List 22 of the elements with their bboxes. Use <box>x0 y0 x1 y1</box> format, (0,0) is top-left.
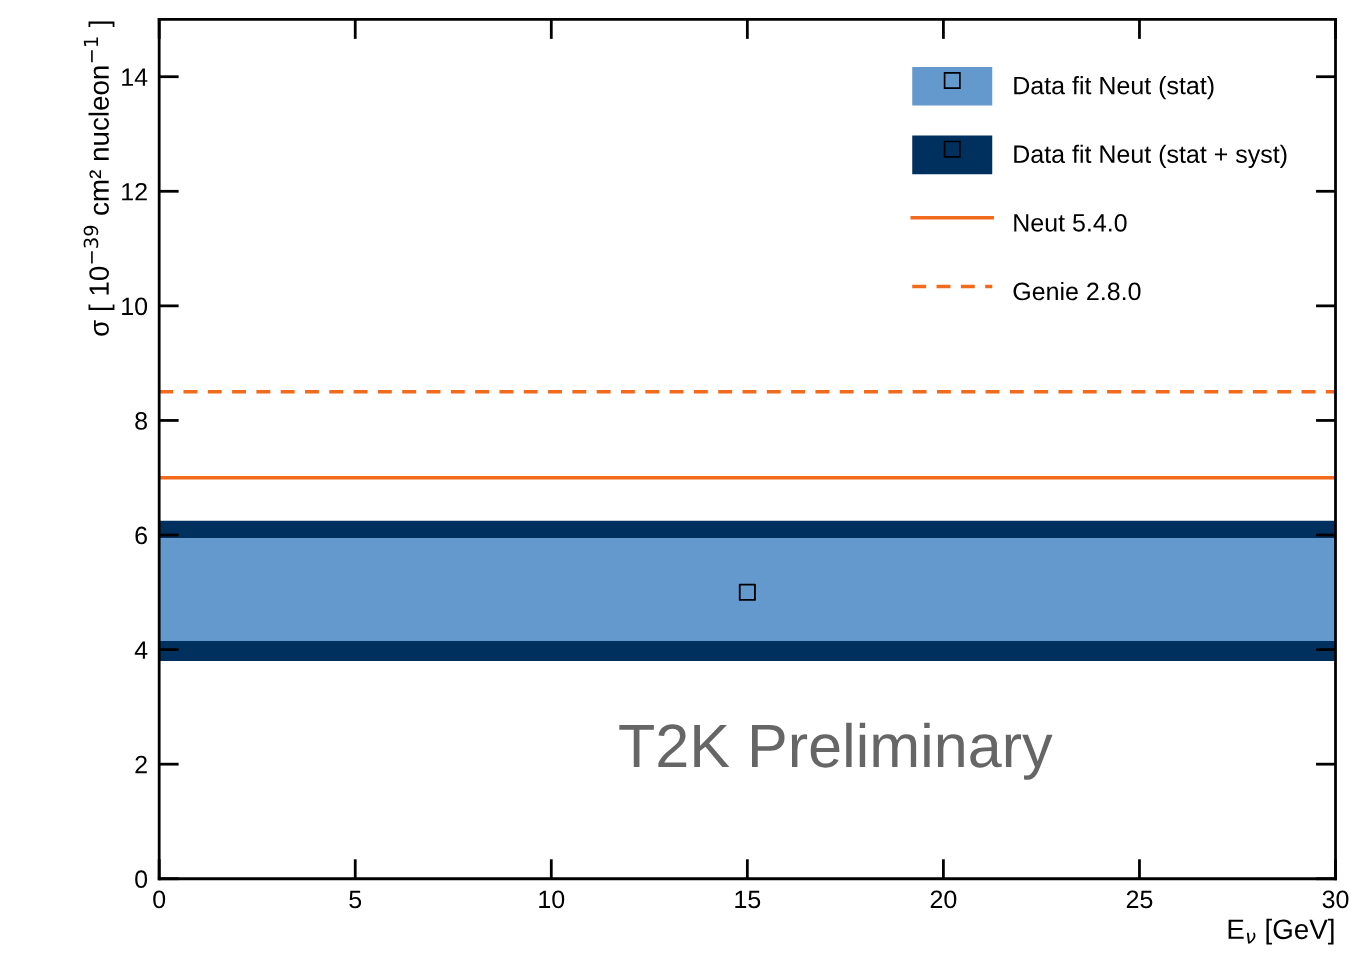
y-axis-title: σ [ 10$^{−39}$ cm² nucleon$^{−1}$ ] <box>83 21 115 336</box>
y-tick-label: 4 <box>134 641 148 659</box>
x-tick-label: 10 <box>539 890 565 909</box>
legend-label: Data fit Neut (stat) <box>1014 76 1214 100</box>
y-tick-label: 6 <box>135 526 147 545</box>
x-tick-label: 15 <box>735 890 761 909</box>
x-tick-label: 5 <box>349 890 362 909</box>
y-tick-label: 14 <box>122 68 148 86</box>
y-tick-label: 8 <box>135 412 147 430</box>
annotation: T2K Preliminary <box>619 722 1053 780</box>
legend-label: Data fit Neut (stat + syst) <box>1014 144 1287 168</box>
legend-label: Genie 2.8.0 <box>1013 281 1141 301</box>
x-tick-label: 30 <box>1322 890 1349 909</box>
x-tick-label: 0 <box>153 890 166 909</box>
y-tick-label: 2 <box>135 755 147 774</box>
x-axis-title: E$_{ν}$ [GeV] <box>1228 918 1334 945</box>
x-tick-label: 20 <box>930 890 957 909</box>
legend-label: Neut 5.4.0 <box>1014 213 1127 232</box>
x-tick-label: 25 <box>1126 890 1153 909</box>
y-tick-label: 10 <box>122 297 148 316</box>
y-tick-label: 12 <box>122 182 147 201</box>
y-tick-label: 0 <box>135 870 148 889</box>
